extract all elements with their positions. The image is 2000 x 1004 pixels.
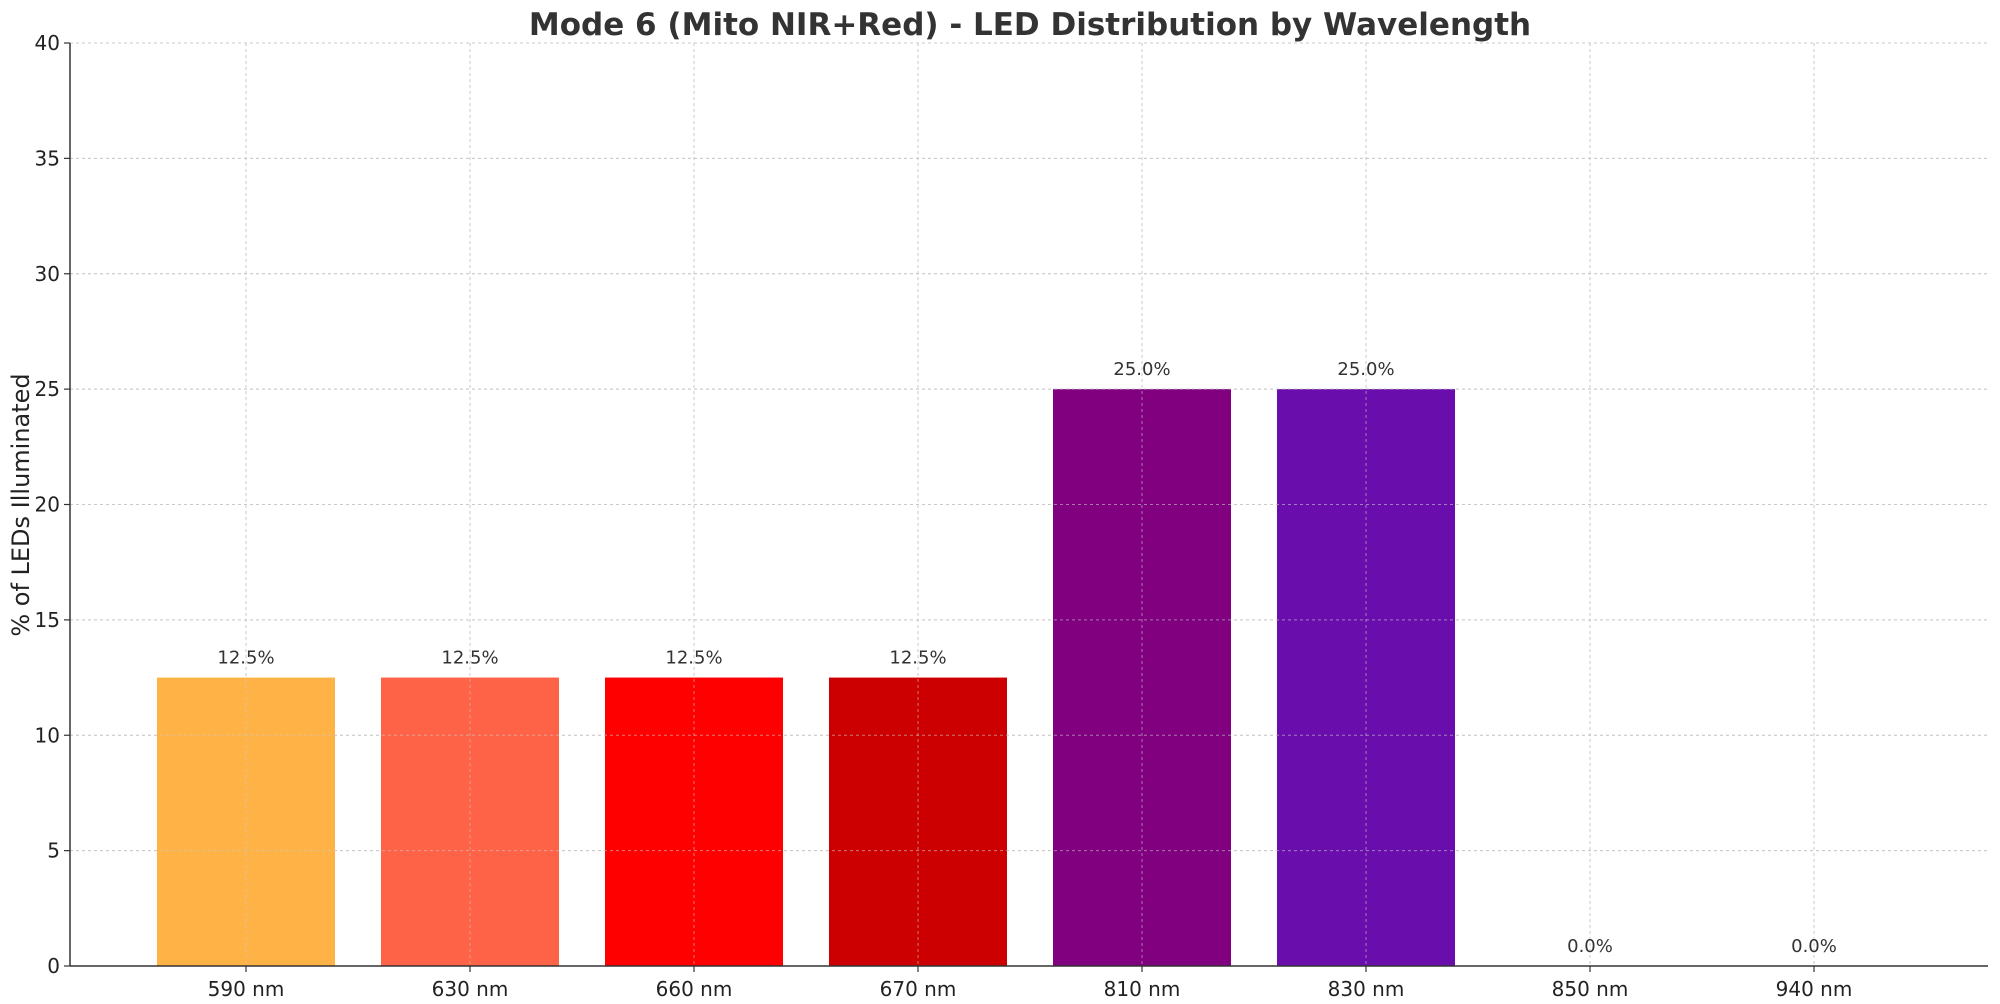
data-label: 0.0% <box>1791 936 1837 957</box>
data-label: 12.5% <box>665 648 722 669</box>
data-label: 12.5% <box>441 648 498 669</box>
bar-830-nm <box>1277 389 1455 966</box>
y-tick-label: 5 <box>47 839 60 863</box>
x-axis-ticks: 590 nm 630 nm 660 nm 670 nm 810 nm 830 nm 850 … <box>208 966 1853 1001</box>
bar-660-nm <box>605 677 783 966</box>
data-labels: 12.5% 12.5% 12.5% 12.5% 25.0% 25.0% 0.0% 0.0% <box>217 359 1836 957</box>
bars <box>70 42 1988 966</box>
x-tick-label: 850 nm <box>1552 977 1629 1000</box>
x-tick-label: 660 nm <box>656 977 733 1000</box>
y-axis-label: % of LEDs Illuminated <box>7 373 35 636</box>
x-tick-label: 670 nm <box>880 977 957 1000</box>
data-label: 12.5% <box>889 648 946 669</box>
y-tick-label: 0 <box>47 954 60 978</box>
chart-title: Mode 6 (Mito NIR+Red) - LED Distribution… <box>529 7 1531 43</box>
data-label: 0.0% <box>1567 936 1613 957</box>
x-tick-label: 630 nm <box>432 977 509 1000</box>
y-tick-label: 40 <box>35 31 60 55</box>
data-label: 25.0% <box>1113 359 1170 380</box>
y-tick-label: 35 <box>35 146 60 170</box>
x-tick-label: 810 nm <box>1104 977 1181 1000</box>
bar-670-nm <box>829 677 1007 966</box>
x-tick-label: 830 nm <box>1328 977 1405 1000</box>
bar-630-nm <box>381 677 559 966</box>
x-tick-label: 590 nm <box>208 977 285 1000</box>
y-axis-ticks: 0 5 10 15 20 25 30 35 40 <box>35 31 70 978</box>
bar-590-nm <box>157 677 335 966</box>
axes <box>69 43 1988 967</box>
y-tick-label: 20 <box>35 493 60 517</box>
y-tick-label: 10 <box>35 723 60 747</box>
grid-lines <box>70 42 1988 966</box>
y-tick-label: 30 <box>35 262 60 286</box>
data-label: 12.5% <box>217 648 274 669</box>
data-label: 25.0% <box>1337 359 1394 380</box>
y-tick-label: 15 <box>35 608 60 632</box>
bar-810-nm <box>1053 389 1231 966</box>
x-tick-label: 940 nm <box>1776 977 1853 1000</box>
y-tick-label: 25 <box>35 377 60 401</box>
